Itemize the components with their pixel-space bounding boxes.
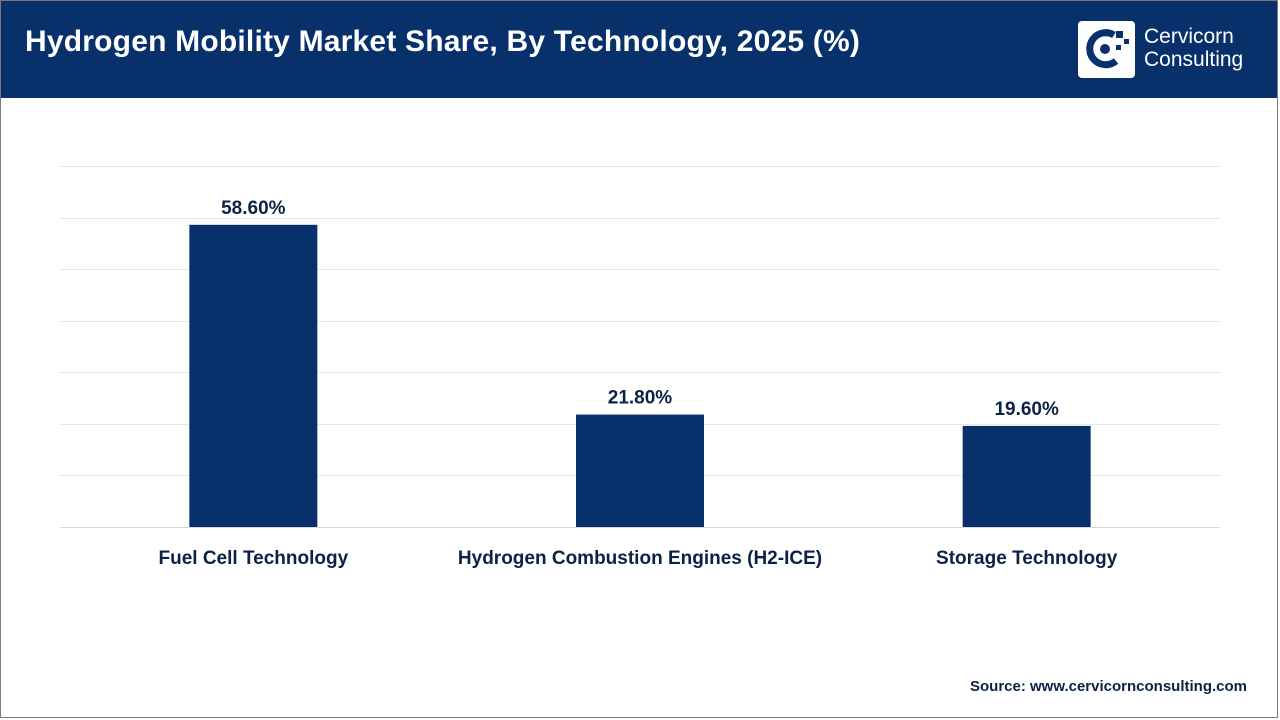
data-label-2: 21.80%	[608, 388, 673, 409]
data-label-3: 19.60%	[994, 399, 1059, 420]
source-note: Source: www.cervicornconsulting.com	[969, 678, 1247, 695]
category-label-1: Fuel Cell Technology	[158, 548, 348, 569]
brand-line2: Consulting	[1144, 48, 1244, 71]
cervicorn-logo-icon	[1078, 21, 1135, 78]
brand-line1: Cervicorn	[1144, 25, 1234, 48]
header-bar: Hydrogen Mobility Market Share, By Techn…	[1, 1, 1277, 98]
data-label-1: 58.60%	[221, 198, 286, 219]
page-title: Hydrogen Mobility Market Share, By Techn…	[25, 25, 861, 58]
bar-2	[576, 414, 704, 527]
bar-3	[962, 425, 1091, 527]
bar-1	[189, 224, 318, 527]
brand-name: Cervicorn Consulting	[1144, 25, 1243, 71]
category-label-3: Storage Technology	[936, 548, 1118, 569]
category-label-2: Hydrogen Combustion Engines (H2-ICE)	[458, 548, 822, 569]
